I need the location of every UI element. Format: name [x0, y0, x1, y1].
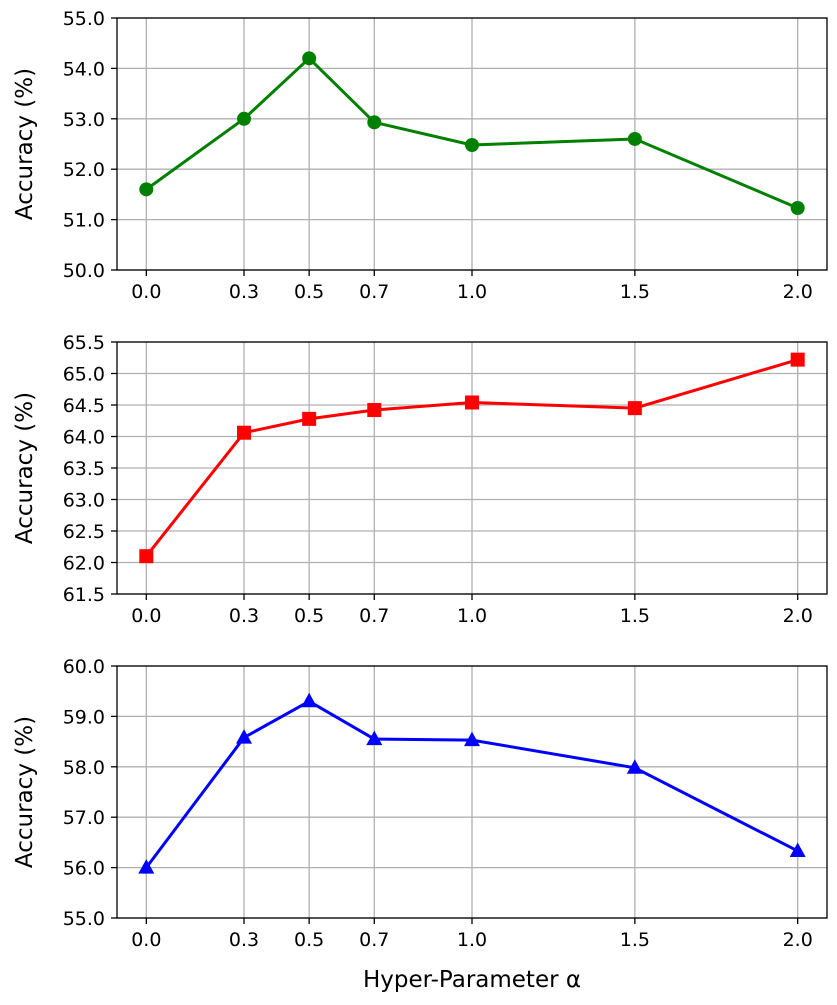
data-point-3 [367, 115, 382, 130]
y-tick-label: 63.5 [63, 458, 105, 480]
data-point-1 [237, 425, 252, 440]
x-tick-label: 2.0 [783, 605, 813, 627]
accuracy-panel-middle: 0.0 0.3 0.5 0.7 1.0 1.5 2.0 61.5 62.0 62.5 63.0 63.… [12, 332, 828, 627]
data-point-0 [139, 549, 154, 564]
data-point-2 [302, 411, 317, 426]
y-tick-label: 63.0 [63, 490, 105, 512]
y-tick-label: 64.0 [63, 427, 105, 449]
y-tick-label: 50.0 [63, 260, 105, 282]
x-tick-label: 0.3 [229, 929, 259, 951]
data-point-1 [237, 111, 252, 126]
y-tick-label: 55.0 [63, 908, 105, 930]
x-tick-label: 0.5 [294, 605, 324, 627]
y-tick-label: 59.0 [63, 706, 105, 728]
x-tick-label: 0.0 [131, 929, 161, 951]
x-tick-label: 1.5 [620, 929, 650, 951]
y-tick-label: 54.0 [63, 58, 105, 80]
data-point-1 [236, 729, 253, 744]
data-point-4 [465, 138, 479, 153]
x-tick-label: 0.7 [359, 281, 389, 303]
data-point-3 [366, 730, 383, 746]
y-tick-label: 62.0 [63, 553, 105, 575]
data-point-2 [302, 51, 317, 66]
data-point-3 [367, 403, 382, 418]
data-point-6 [790, 201, 805, 216]
data-point-6 [789, 842, 806, 857]
data-point-5 [627, 401, 642, 416]
y-tick-label: 56.0 [63, 858, 105, 880]
x-tick-label: 0.3 [229, 605, 259, 627]
x-tick-label: 0.5 [294, 929, 324, 951]
y-axis-label: Accuracy (%) [12, 68, 38, 220]
y-tick-label: 64.5 [63, 395, 105, 417]
x-tick-label: 0.0 [131, 281, 161, 303]
data-point-6 [790, 352, 805, 367]
accuracy-panel-bottom: 0.0 0.3 0.5 0.7 1.0 1.5 2.0 55.0 56.0 57.0 58.0 59.… [12, 656, 828, 993]
data-point-4 [465, 395, 479, 410]
data-point-5 [627, 131, 642, 146]
x-tick-label: 0.7 [359, 929, 389, 951]
y-tick-label: 52.0 [63, 159, 105, 181]
y-tick-label: 57.0 [63, 807, 105, 829]
data-point-4 [464, 731, 480, 747]
y-tick-label: 65.0 [63, 364, 105, 386]
y-tick-label: 51.0 [63, 210, 105, 232]
y-axis-label: Accuracy (%) [12, 716, 38, 868]
y-tick-label: 61.5 [63, 584, 105, 606]
data-point-5 [626, 759, 643, 774]
x-tick-label: 2.0 [783, 281, 813, 303]
x-tick-label: 0.7 [359, 605, 389, 627]
y-tick-label: 55.0 [63, 8, 105, 30]
y-tick-label: 65.5 [63, 332, 105, 354]
x-tick-label: 1.5 [620, 281, 650, 303]
y-tick-label: 62.5 [63, 521, 105, 543]
x-tick-label: 1.0 [457, 281, 487, 303]
y-tick-label: 60.0 [63, 656, 105, 678]
x-tick-label: 1.0 [457, 605, 487, 627]
x-axis-label: Hyper-Parameter α [363, 967, 581, 993]
x-tick-label: 1.0 [457, 929, 487, 951]
x-tick-label: 0.0 [131, 605, 161, 627]
y-tick-label: 58.0 [63, 757, 105, 779]
data-point-0 [138, 859, 155, 874]
x-tick-label: 1.5 [620, 605, 650, 627]
x-tick-label: 0.3 [229, 281, 259, 303]
y-tick-label: 53.0 [63, 109, 105, 131]
x-tick-label: 2.0 [783, 929, 813, 951]
x-tick-label: 0.5 [294, 281, 324, 303]
y-axis-label: Accuracy (%) [12, 392, 38, 544]
data-point-0 [139, 182, 154, 197]
accuracy-panel-top: 0.0 0.3 0.5 0.7 1.0 1.5 2.0 50.0 51.0 52.0 53.0 54.… [12, 8, 828, 303]
data-point-2 [301, 692, 318, 708]
